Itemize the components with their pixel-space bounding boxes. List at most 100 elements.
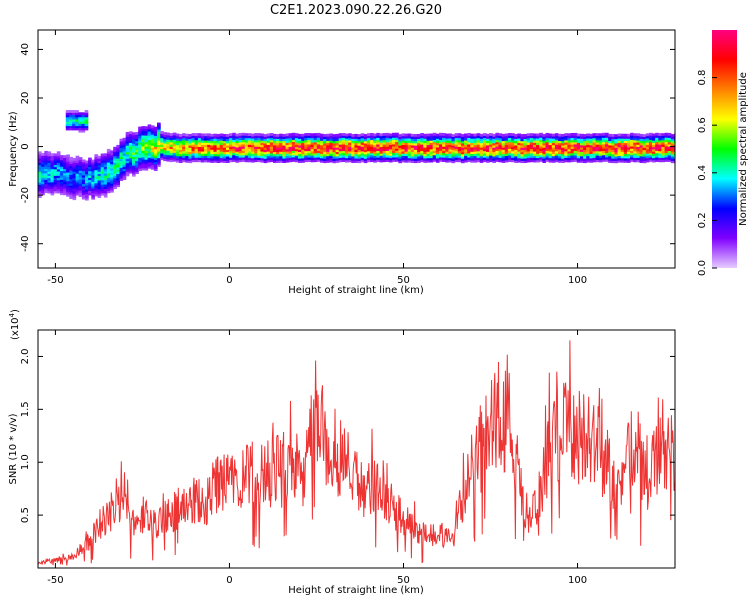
spectrogram-cell [561, 136, 565, 139]
spectrogram-cell [207, 157, 211, 161]
spectrogram-cell [63, 159, 67, 163]
spectrogram-cell [232, 137, 236, 140]
spectrogram-cell [661, 141, 666, 145]
spectrogram-cell [655, 132, 659, 136]
spectrogram-cell [561, 142, 565, 146]
spectrogram-cell [219, 157, 224, 161]
spectrogram-cell [620, 144, 625, 148]
spectrogram-cell [128, 170, 133, 174]
spectrogram-cell [78, 125, 83, 129]
spectrogram-cell [153, 144, 158, 147]
spectrogram-cell [172, 132, 177, 136]
spectrogram-cell [251, 142, 255, 146]
spectrogram-cell [72, 182, 77, 185]
spectrogram-cell [348, 148, 352, 152]
spectrogram-cell [75, 157, 80, 161]
spectrogram-cell [670, 151, 675, 155]
spectrogram-cell [138, 144, 142, 147]
spectrogram-cell [558, 133, 562, 137]
spectrogram-cell [84, 116, 89, 120]
spectrogram-cell [407, 144, 412, 148]
spectrogram-cell [53, 190, 58, 194]
spectrogram-cell [464, 157, 468, 161]
spectrogram-cell [498, 155, 503, 158]
spectrogram-cell [420, 154, 424, 158]
spectrogram-cell [310, 137, 315, 141]
spectrogram-cell [529, 135, 534, 139]
spectrogram-cell [63, 177, 67, 180]
spectrogram-cell [175, 133, 180, 137]
spectrogram-cell [498, 148, 503, 152]
spectrogram-cell [63, 164, 67, 167]
spectrogram-cell [442, 159, 446, 162]
spectrogram-cell [664, 156, 669, 160]
spectrogram-cell [47, 175, 52, 179]
spectrogram-cell [81, 181, 86, 185]
spectrogram-cell [313, 144, 318, 147]
spectrogram-cell [84, 123, 89, 127]
spectrogram-cell [645, 142, 650, 145]
spectrogram-cell [157, 137, 161, 141]
spectrogram-cell [122, 172, 127, 176]
spectrogram-cell [511, 155, 515, 158]
spectrogram-cell [78, 157, 83, 160]
spectrogram-cell [558, 136, 562, 139]
spectrogram-cell [307, 148, 312, 152]
spectrogram-cell [185, 146, 189, 150]
spectrogram-cell [332, 142, 337, 146]
spectrogram-cell [41, 168, 45, 172]
spectrogram-cell [667, 157, 672, 160]
spectrogram-cell [385, 152, 390, 156]
spectrogram-cell [169, 135, 174, 138]
spectrogram-cell [147, 155, 152, 158]
spectrogram-cell [633, 137, 637, 141]
spectrogram-cell [282, 149, 287, 153]
spectrogram-cell [658, 146, 662, 150]
spectrogram-cell [163, 147, 167, 151]
spectrogram-cell [457, 139, 462, 143]
spectrogram-cell [583, 153, 587, 157]
spectrogram-cell [216, 144, 221, 148]
spectrogram-cell [652, 146, 656, 150]
spectrogram-cell [160, 135, 164, 139]
spectrogram-cell [429, 140, 434, 143]
spectrogram-cell [486, 133, 490, 137]
spectrogram-cell [329, 137, 333, 141]
colorbar-tick-label: 0.4 [697, 165, 708, 181]
spectrogram-cell [457, 146, 462, 150]
spectrogram-cell [163, 140, 167, 144]
spectrogram-cell [191, 133, 196, 136]
spectrogram-cell [179, 134, 183, 137]
spectrogram-cell [567, 150, 572, 154]
spectrogram-cell [182, 148, 186, 152]
spectrogram-cell [94, 173, 99, 177]
spectrogram-cell [135, 149, 139, 153]
spectrogram-cell [592, 137, 597, 141]
spectrogram-cell [526, 144, 531, 148]
spectrogram-cell [636, 148, 641, 152]
spectrogram-cell [348, 146, 352, 150]
spectrogram-cell [304, 159, 308, 163]
spectrogram-cell [420, 139, 424, 143]
spectrogram-cell [63, 179, 67, 183]
spectrogram-cell [454, 141, 459, 145]
spectrogram-cell [53, 168, 58, 172]
spectrogram-cell [385, 139, 390, 143]
spectrogram-cell [304, 154, 308, 158]
spectrogram-cell [260, 140, 265, 143]
spectrogram-cell [288, 148, 293, 152]
spectrogram-cell [523, 151, 528, 155]
spectrogram-cell [91, 177, 95, 180]
spectrogram-cell [567, 159, 572, 163]
spectrogram-cell [608, 151, 612, 155]
spectrogram-cell [304, 133, 308, 136]
spectrogram-cell [91, 174, 95, 178]
spectrogram-cell [586, 135, 590, 139]
spectrogram-cell [106, 157, 111, 161]
spectrogram-cell [291, 137, 296, 140]
spectrogram-cell [432, 132, 437, 136]
spectrogram-cell [627, 142, 631, 146]
spectrogram-cell [44, 183, 48, 187]
spectrogram-cell [81, 114, 86, 118]
spectrogram-cell [100, 192, 105, 196]
